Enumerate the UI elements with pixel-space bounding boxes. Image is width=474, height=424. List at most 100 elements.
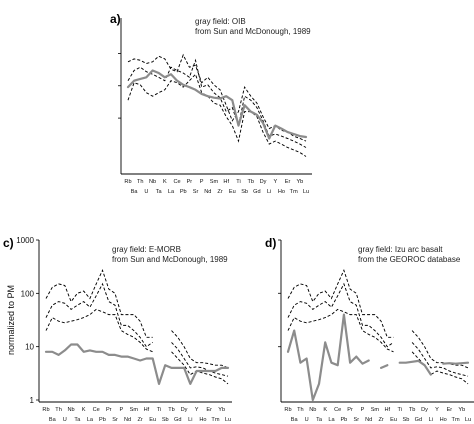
x-tick-label: Nb <box>149 179 156 185</box>
dashed-series-line <box>127 58 307 148</box>
x-tick-label: U <box>144 189 148 195</box>
gray-series-line <box>442 361 470 365</box>
x-tick-label: Ho <box>278 189 285 195</box>
x-tick-label: Pr <box>347 407 353 413</box>
panel-label: d) <box>265 236 276 250</box>
annotation-title: gray field: E-MORB <box>112 245 181 254</box>
x-tick-label: Dy <box>181 407 188 413</box>
dashed-series-line <box>171 330 229 369</box>
x-tick-label: La <box>168 189 175 195</box>
x-tick-label: Lu <box>303 189 309 195</box>
x-tick-label: Nd <box>124 417 131 423</box>
x-tick-label: Tb <box>168 407 175 413</box>
x-tick-label: Pb <box>180 189 187 195</box>
x-tick-label: Sm <box>130 407 139 413</box>
x-tick-label: Y <box>195 407 199 413</box>
x-tick-label: La <box>328 417 335 423</box>
x-tick-label: K <box>82 407 86 413</box>
annotation-title: gray field: OIB <box>195 17 246 26</box>
x-tick-label: Th <box>137 179 144 185</box>
x-tick-label: Y <box>435 407 439 413</box>
x-tick-label: Sb <box>403 417 410 423</box>
x-tick-label: Eu <box>149 417 156 423</box>
x-tick-label: Ta <box>156 189 163 195</box>
x-tick-label: Tb <box>409 407 416 413</box>
x-tick-label: Sm <box>210 179 219 185</box>
x-tick-label: Dy <box>260 179 267 185</box>
x-tick-label: Ta <box>74 417 81 423</box>
x-tick-label: Rb <box>42 407 49 413</box>
x-tick-label: La <box>87 417 94 423</box>
x-tick-label: Ba <box>49 417 57 423</box>
dashed-series-line <box>287 308 394 353</box>
annotation-subtitle: from Sun and McDonough, 1989 <box>195 27 311 36</box>
x-tick-label: Ho <box>199 417 206 423</box>
x-tick-label: Ba <box>291 417 299 423</box>
x-tick-label: Sr <box>193 189 199 195</box>
y-axis-label: normalized to PM <box>6 285 16 355</box>
x-tick-label: Nd <box>365 417 372 423</box>
x-tick-label: Sb <box>162 417 169 423</box>
x-tick-label: Yb <box>218 407 225 413</box>
dashed-series-line <box>45 282 153 348</box>
x-tick-label: Gd <box>174 417 181 423</box>
y-tick-label: 1000 <box>16 236 34 245</box>
x-tick-label: Er <box>285 179 291 185</box>
x-tick-label: Er <box>447 407 453 413</box>
x-tick-label: U <box>63 417 67 423</box>
x-tick-label: Li <box>267 189 271 195</box>
panel-label: c) <box>3 236 14 250</box>
x-tick-label: Hf <box>385 407 391 413</box>
x-tick-label: Pr <box>106 407 112 413</box>
x-tick-label: Pr <box>187 179 193 185</box>
x-tick-label: Hf <box>223 179 229 185</box>
x-tick-label: Ce <box>93 407 100 413</box>
x-tick-label: Gd <box>415 417 422 423</box>
x-tick-label: Li <box>188 417 192 423</box>
x-tick-label: Nb <box>309 407 316 413</box>
dashed-series-line <box>411 342 469 377</box>
x-tick-label: Eu <box>390 417 397 423</box>
x-tick-label: Dy <box>421 407 428 413</box>
x-tick-label: Nb <box>68 407 75 413</box>
x-tick-label: Rb <box>284 407 291 413</box>
x-tick-label: P <box>200 179 204 185</box>
x-tick-label: Ce <box>174 179 181 185</box>
gray-series-line <box>44 343 230 385</box>
x-tick-label: Rb <box>124 179 131 185</box>
gray-series-line <box>126 69 308 140</box>
x-tick-label: Zr <box>378 417 383 423</box>
annotation-subtitle: from Sun and McDonough, 1989 <box>112 255 228 264</box>
gray-series-line <box>398 359 432 376</box>
x-tick-label: Ce <box>334 407 341 413</box>
x-tick-label: Lu <box>225 417 231 423</box>
x-tick-label: K <box>163 179 167 185</box>
x-tick-label: U <box>305 417 309 423</box>
x-tick-label: Yb <box>458 407 465 413</box>
x-tick-label: Sr <box>112 417 118 423</box>
dashed-series-line <box>287 282 394 348</box>
x-tick-label: Ta <box>316 417 323 423</box>
dashed-series-line <box>411 351 469 385</box>
x-tick-label: Sm <box>371 407 380 413</box>
x-tick-label: Eu <box>229 189 236 195</box>
x-tick-label: Ba <box>131 189 139 195</box>
x-tick-label: K <box>323 407 327 413</box>
gray-series-line <box>380 364 389 369</box>
gray-series-line <box>286 313 370 402</box>
dashed-series-line <box>171 342 229 377</box>
x-tick-label: Lu <box>465 417 471 423</box>
annotation-title: gray field: Izu arc basalt <box>358 245 443 254</box>
x-tick-label: Tm <box>290 189 298 195</box>
x-tick-label: Pb <box>340 417 347 423</box>
x-tick-label: P <box>119 407 123 413</box>
x-tick-label: Ti <box>236 179 240 185</box>
x-tick-label: Pb <box>99 417 106 423</box>
x-tick-label: Sr <box>353 417 359 423</box>
annotation-subtitle: from the GEOROC database <box>358 255 461 264</box>
x-tick-label: Ti <box>397 407 401 413</box>
x-tick-label: Li <box>429 417 433 423</box>
x-tick-label: Th <box>297 407 304 413</box>
